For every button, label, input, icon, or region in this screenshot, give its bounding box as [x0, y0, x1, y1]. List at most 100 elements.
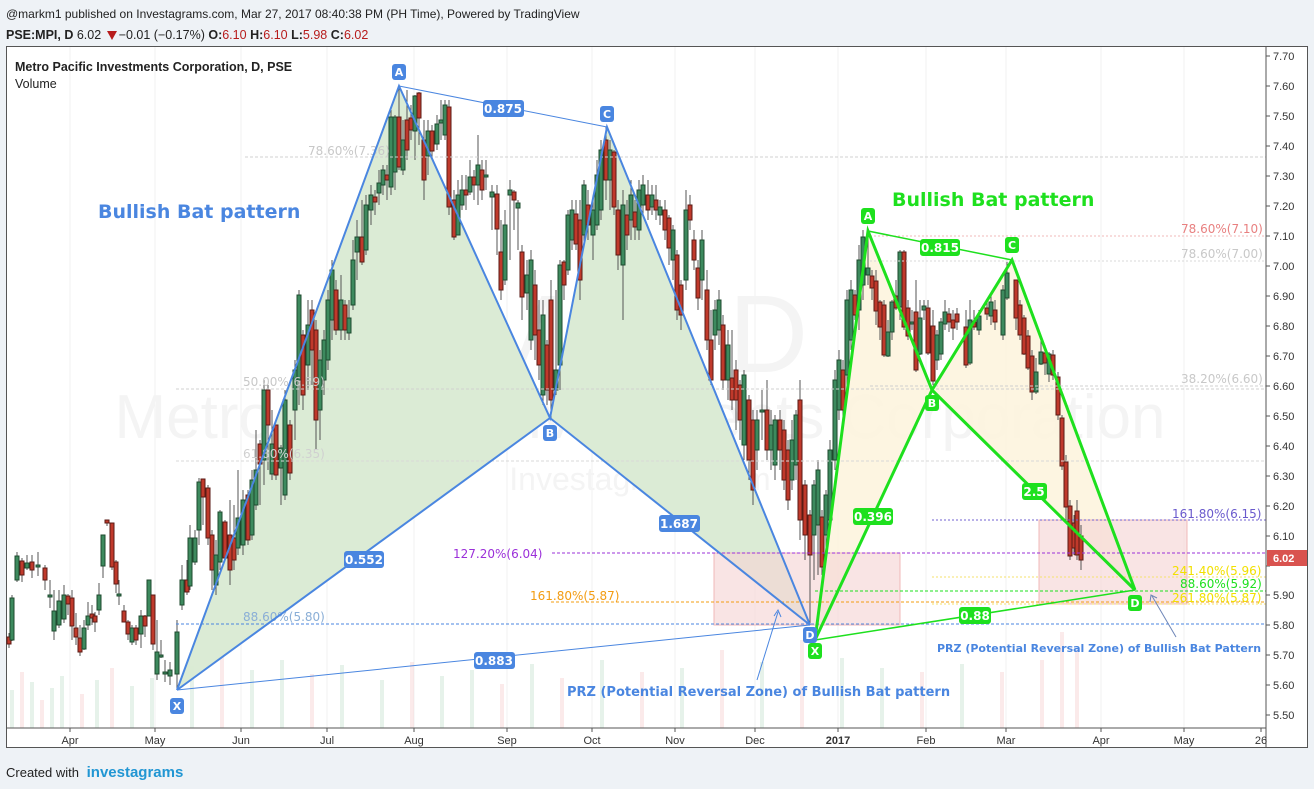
y-tick: 6.70 [1273, 351, 1294, 363]
ratio-label: 1.687 [660, 517, 698, 531]
y-tick: 6.80 [1273, 321, 1294, 333]
svg-text:D: D [805, 629, 814, 642]
y-tick: 5.50 [1273, 710, 1294, 722]
ratio-label: 0.875 [484, 102, 522, 116]
fib-label: 261.80%(5.87) [1172, 591, 1261, 605]
publisher-line: @markm1 published on Investagrams.com, M… [6, 7, 580, 21]
fib-label: 241.40%(5.96) [1172, 564, 1261, 578]
svg-text:C: C [603, 108, 611, 121]
y-tick: 6.10 [1273, 531, 1294, 543]
x-tick: Mar [997, 735, 1016, 747]
ratio-label: 0.88 [960, 609, 990, 623]
prz-zone-blue [713, 552, 901, 626]
x-tick: May [145, 735, 166, 747]
svg-text:A: A [864, 210, 873, 223]
candles [6, 86, 1084, 690]
x-tick: Apr [1092, 735, 1109, 747]
volume-indicator-label[interactable]: Volume [15, 77, 57, 91]
x-tick: Sep [497, 735, 517, 747]
prz-annotation-blue: PRZ (Potential Reversal Zone) of Bullish… [567, 685, 950, 700]
y-tick: 6.60 [1273, 381, 1294, 393]
x-tick: Apr [61, 735, 78, 747]
annotation-arrow [1151, 595, 1177, 638]
x-tick: Dec [745, 735, 765, 747]
y-tick: 6.90 [1273, 291, 1294, 303]
svg-text:B: B [546, 427, 554, 440]
down-triangle-icon [106, 31, 117, 40]
fib-labels: 78.60%(7.36) 50.00%(6.59) 61.80%(6.35) 1… [243, 144, 1263, 624]
fib-label: 50.00%(6.59) [243, 375, 325, 389]
x-tick: Nov [665, 735, 685, 747]
x-tick: May [1174, 735, 1195, 747]
blue-point-labels: A X B C D [170, 64, 817, 714]
high-value: 6.10 [263, 28, 288, 42]
ratio-label: 2.5 [1023, 485, 1044, 499]
close-value: 6.02 [343, 28, 369, 42]
ratio-label: 0.552 [345, 553, 383, 567]
fib-label: 61.80%(6.35) [243, 447, 325, 461]
price-change: −0.01 (−0.17%) [118, 28, 205, 42]
x-tick: 26 [1255, 735, 1267, 747]
x-tick: Aug [404, 735, 424, 747]
x-axis: Apr May Jun Jul Aug Sep Oct Nov Dec 2017… [61, 728, 1267, 747]
y-tick: 7.30 [1273, 171, 1294, 183]
x-tick: Oct [583, 735, 600, 747]
low-value: 5.98 [302, 28, 328, 42]
ratio-label: 0.396 [854, 510, 892, 524]
investagrams-logo[interactable]: investagrams [86, 764, 184, 781]
svg-text:X: X [173, 700, 182, 713]
fib-label: 161.80%(6.15) [1172, 507, 1261, 521]
last-price-badge: 6.02 [1267, 550, 1307, 566]
x-tick: Jun [232, 735, 250, 747]
created-with-label: Created with [6, 765, 79, 780]
y-tick: 6.30 [1273, 471, 1294, 483]
svg-text:D: D [1130, 597, 1139, 610]
ratio-label: 0.815 [921, 241, 959, 255]
y-tick: 7.00 [1273, 261, 1294, 273]
y-tick: 7.50 [1273, 111, 1294, 123]
ticker-summary: PSE:MPI, D 6.02 −0.01 (−0.17%) O:6.10 H:… [6, 28, 369, 42]
y-tick: 7.20 [1273, 201, 1294, 213]
fib-label: 78.60%(7.36) [308, 144, 390, 158]
svg-text:A: A [395, 66, 404, 79]
prz-annotation-green: PRZ (Potential Reversal Zone) of Bullish… [937, 642, 1261, 655]
fib-label: 78.60%(7.00) [1181, 247, 1263, 261]
footer: Created with investagrams [6, 764, 183, 781]
green-pattern-fill [815, 231, 1135, 640]
annotation-arrow [756, 611, 779, 681]
blue-ratio-labels: 0.875 0.552 1.687 0.883 [344, 100, 700, 669]
last-price: 6.02 [76, 28, 102, 42]
y-tick: 7.40 [1273, 141, 1294, 153]
chart-legend-title: Metro Pacific Investments Corporation, D… [15, 60, 293, 74]
last-price-value: 6.02 [1273, 553, 1294, 565]
symbol-label: PSE:MPI, D [6, 28, 74, 42]
green-ratio-labels: 0.815 0.396 2.5 0.88 [853, 239, 1047, 624]
fib-label: 88.60%(5.92) [1180, 577, 1262, 591]
y-tick: 5.90 [1273, 590, 1294, 602]
open-value: 6.10 [222, 28, 247, 42]
y-tick: 5.60 [1273, 680, 1294, 692]
y-tick: 6.40 [1273, 441, 1294, 453]
fib-levels [176, 156, 1266, 625]
fib-label: 38.20%(6.60) [1181, 372, 1263, 386]
svg-text:B: B [928, 397, 936, 410]
volume-bars [10, 632, 1079, 728]
x-tick: Feb [917, 735, 936, 747]
fib-label: 78.60%(7.10) [1181, 222, 1263, 236]
fib-label: 127.20%(6.04) [453, 547, 542, 561]
y-tick: 5.70 [1273, 650, 1294, 662]
ratio-label: 0.883 [475, 654, 513, 668]
y-tick: 7.70 [1273, 51, 1294, 63]
y-tick: 7.60 [1273, 81, 1294, 93]
y-axis: 7.70 7.60 7.50 7.40 7.30 7.20 7.10 7.00 … [1266, 51, 1294, 722]
x-tick: Jul [320, 735, 334, 747]
y-tick: 6.50 [1273, 411, 1294, 423]
blue-pattern-fill [177, 86, 810, 690]
green-point-labels: A B C D X [808, 208, 1142, 659]
fib-label: 88.60%(5.80) [243, 610, 325, 624]
y-tick: 7.10 [1273, 231, 1294, 243]
fib-label: 161.80%(5.87) [530, 589, 619, 603]
blue-pattern-title: Bullish Bat pattern [98, 201, 300, 223]
svg-text:C: C [1008, 239, 1016, 252]
